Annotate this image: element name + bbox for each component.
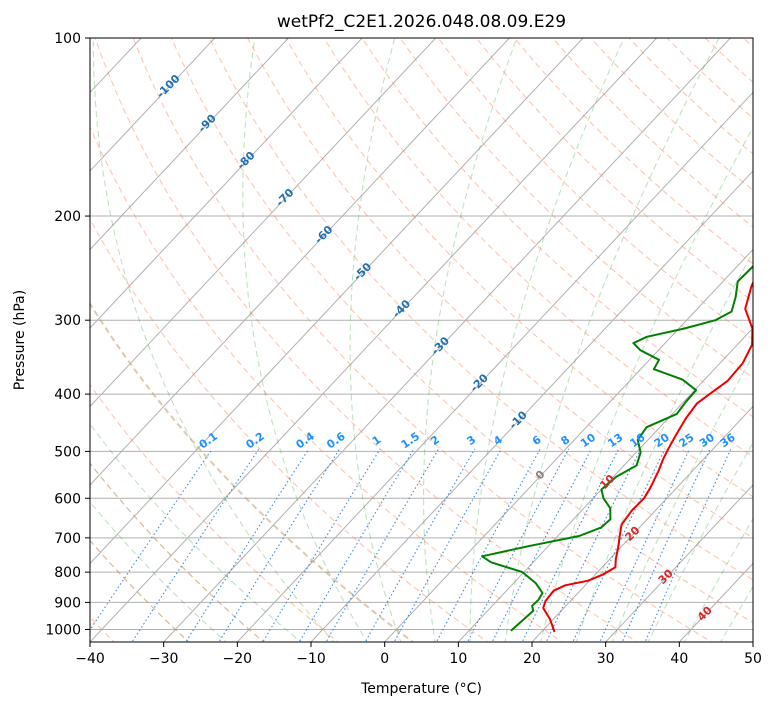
dewpoint-profile-line — [481, 265, 753, 632]
mixing-ratio-line — [521, 448, 620, 642]
x-tick-label: 40 — [670, 651, 688, 667]
isotherm-line — [236, 91, 753, 642]
background-lines — [90, 11, 775, 645]
isotherm-line — [90, 38, 216, 172]
y-tick-label: 200 — [54, 209, 81, 225]
dry-adiabat-line — [323, 38, 753, 458]
isotherm-line — [310, 170, 753, 642]
moist-adiabat-line — [504, 38, 720, 642]
moist-adiabat-line — [575, 251, 753, 642]
dry-adiabat-line — [90, 125, 564, 642]
mixing-ratio-line — [90, 448, 213, 631]
dry-adiabat-line — [170, 38, 753, 624]
moist-adiabat-line — [90, 501, 228, 642]
moist-adiabat-line — [540, 126, 753, 642]
moist-adiabat-line — [756, 11, 775, 645]
sounding-series — [481, 265, 753, 633]
y-tick-label: 400 — [54, 387, 81, 403]
y-tick-label: 100 — [54, 31, 81, 47]
mixing-ratio-line — [393, 448, 502, 642]
isotherm-line — [383, 248, 753, 642]
x-tick-label: −10 — [296, 651, 326, 667]
isotherm-line — [531, 405, 753, 642]
x-tick-label: 10 — [449, 651, 467, 667]
moist-adiabat-line — [90, 423, 302, 642]
mixing-ratio-line — [262, 448, 381, 642]
x-tick-label: 0 — [380, 651, 389, 667]
dry-adiabat-line — [247, 38, 753, 539]
dry-adiabat-line — [94, 38, 639, 642]
dry-adiabat-line — [90, 462, 265, 642]
isotherm-line — [457, 327, 753, 642]
isotherm-line — [752, 641, 753, 642]
y-tick-label: 300 — [54, 313, 81, 329]
x-tick-label: −40 — [75, 651, 105, 667]
moist-adiabat-line — [611, 354, 753, 642]
x-tick-label: 20 — [523, 651, 541, 667]
mixing-ratio-line — [364, 448, 476, 642]
y-tick-label: 700 — [54, 531, 81, 547]
plot-background — [90, 38, 753, 642]
mixing-ratio-line — [545, 448, 642, 642]
x-axis-label: Temperature (°C) — [360, 681, 482, 697]
isotherm-line — [90, 38, 437, 408]
mixing-ratio-line — [644, 448, 732, 642]
isotherm-line — [90, 38, 658, 642]
y-axis-label: Pressure (hPa) — [12, 290, 28, 390]
isotherm-line — [90, 38, 511, 486]
y-tick-label: 1000 — [45, 622, 81, 638]
plot-frame — [89, 37, 754, 643]
dry-adiabat-line — [132, 38, 713, 642]
axes: −40 −30 −20 −10 0 10 20 30 40 50 100 200 300 400 500 60… — [45, 31, 762, 667]
mixing-ratio-line — [218, 448, 341, 642]
x-tick-label: 50 — [744, 651, 762, 667]
mixing-ratio-line — [298, 448, 415, 642]
y-tick-label: 900 — [54, 595, 81, 611]
mixing-ratio-line — [466, 448, 570, 642]
dry-adiabat-line — [361, 38, 753, 418]
isotherm-line — [604, 484, 753, 642]
dry-adiabat-line — [399, 38, 753, 379]
isotherm-line — [90, 38, 290, 251]
dry-adiabat-line — [208, 38, 753, 581]
mixing-ratio-line — [621, 448, 711, 642]
dry-adiabat-line — [90, 383, 340, 642]
dry-adiabat-line — [90, 539, 190, 642]
mixing-ratio-line — [131, 448, 260, 642]
isotherm-line — [90, 38, 584, 565]
x-tick-label: 30 — [597, 651, 615, 667]
moist-adiabat-line — [423, 38, 518, 642]
moist-adiabat-line — [242, 38, 368, 642]
moist-adiabat-line — [90, 462, 265, 642]
temperature-profile-line — [542, 280, 753, 633]
dry-adiabat-line — [90, 217, 489, 642]
y-tick-label: 500 — [54, 444, 81, 460]
mixing-ratio-line — [491, 448, 592, 642]
x-tick-label: −20 — [223, 651, 253, 667]
chart-title: wetPf2_C2E1.2026.048.08.09.E29 — [277, 12, 566, 32]
x-tick-label: −30 — [149, 651, 179, 667]
dry-adiabat-line — [285, 38, 753, 498]
moist-adiabat-line — [90, 539, 190, 642]
isotherm-line — [162, 38, 732, 642]
moist-adiabat-line — [469, 38, 625, 642]
y-tick-label: 800 — [54, 565, 81, 581]
mixing-ratio-line — [185, 448, 310, 642]
y-tick-label: 600 — [54, 491, 81, 507]
